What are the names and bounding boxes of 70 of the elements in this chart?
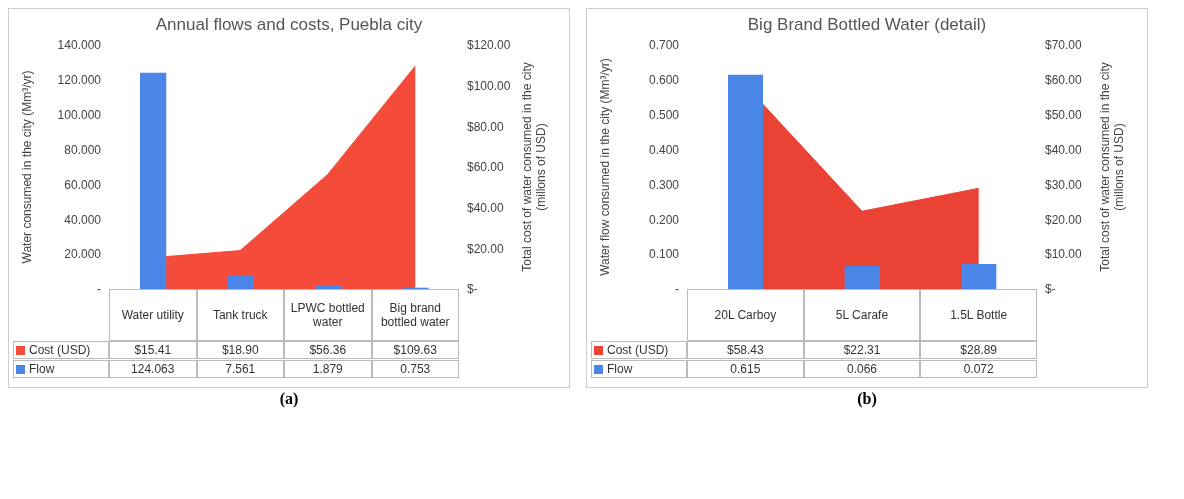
data-label: 7.561 bbox=[196, 360, 284, 378]
y2-tick-label: $120.00 bbox=[467, 38, 511, 53]
y-tick-label: 0.400 bbox=[648, 142, 680, 157]
y-tick-label: - bbox=[675, 282, 679, 297]
text: (b) bbox=[856, 390, 878, 408]
x-tick-label: 20L Carboy bbox=[687, 289, 804, 341]
y-tick-label: 0.500 bbox=[648, 107, 680, 122]
y-tick-label: 80.000 bbox=[64, 142, 102, 157]
data-label: $22.31 bbox=[803, 341, 921, 359]
data-label: $58.43 bbox=[687, 341, 804, 359]
y2-tick-label: $20.00 bbox=[467, 241, 505, 256]
y-tick-label: 0.300 bbox=[648, 177, 680, 192]
y-tick-label: - bbox=[97, 282, 101, 297]
data-label: $18.90 bbox=[196, 341, 284, 359]
bar bbox=[140, 72, 167, 289]
y-tick-label: 60.000 bbox=[64, 177, 102, 192]
y-tick-label: 40.000 bbox=[64, 212, 102, 227]
data-label: $28.89 bbox=[920, 341, 1037, 359]
y-tick-label: 140.000 bbox=[57, 38, 102, 53]
bar bbox=[728, 74, 763, 289]
y2-tick-label: $100.00 bbox=[467, 78, 511, 93]
x-tick-label: 5L Carafe bbox=[803, 289, 921, 341]
x-tick-label: Tank truck bbox=[196, 289, 284, 341]
x-tick-label: 1.5L Bottle bbox=[920, 289, 1037, 341]
y2-tick-label: $80.00 bbox=[467, 119, 505, 134]
bar bbox=[315, 285, 342, 289]
y-axis-title: Water consumed in the city (Mm³/yr) bbox=[20, 70, 34, 264]
y2-tick-label: $40.00 bbox=[467, 200, 505, 215]
data-label: 0.066 bbox=[803, 360, 921, 378]
y-tick-label: 0.100 bbox=[648, 247, 680, 262]
y2-axis-title: Total cost of water consumed in the city (millons of USD) bbox=[520, 62, 548, 272]
y2-tick-label: $20.00 bbox=[1045, 212, 1083, 227]
y-tick-label: 120.000 bbox=[57, 73, 102, 88]
x-tick-label: Water utility bbox=[109, 289, 197, 341]
y2-tick-label: $60.00 bbox=[1045, 73, 1083, 88]
y-tick-label: 0.700 bbox=[648, 38, 680, 53]
data-label: 0.615 bbox=[687, 360, 804, 378]
y2-axis-title: Total cost of water consumed in the city (millons of USD) bbox=[1098, 62, 1126, 272]
x-tick-label: LPWC bottled water bbox=[284, 289, 372, 341]
data-label: 124.063 bbox=[109, 360, 197, 378]
bar bbox=[844, 265, 880, 289]
legend-label: Flow bbox=[607, 362, 633, 376]
data-label: $56.36 bbox=[284, 341, 372, 359]
chart-title: Annual flows and costs, Puebla city bbox=[154, 14, 424, 36]
legend-label: Cost (USD) bbox=[29, 343, 91, 357]
chart-title: Big Brand Bottled Water (detail) bbox=[746, 14, 988, 36]
y2-tick-label: $60.00 bbox=[467, 160, 505, 175]
x-tick-label: Big brand bottled water bbox=[371, 289, 459, 341]
data-label: 0.072 bbox=[920, 360, 1037, 378]
y-axis-title: Water flow consumed in the city (Mm³/yr) bbox=[598, 58, 612, 276]
y2-tick-label: $- bbox=[1045, 282, 1056, 297]
text: (a) bbox=[278, 390, 300, 408]
y-tick-label: 0.200 bbox=[648, 212, 680, 227]
y2-tick-label: $- bbox=[467, 282, 478, 297]
data-label: 1.879 bbox=[284, 360, 372, 378]
y-tick-label: 0.600 bbox=[648, 73, 680, 88]
y-tick-label: 100.000 bbox=[57, 107, 102, 122]
y2-tick-label: $70.00 bbox=[1045, 38, 1083, 53]
legend-label: Flow bbox=[29, 362, 55, 376]
legend-label: Cost (USD) bbox=[607, 343, 669, 357]
bar bbox=[227, 275, 254, 289]
y2-tick-label: $30.00 bbox=[1045, 177, 1083, 192]
y2-tick-label: $50.00 bbox=[1045, 107, 1083, 122]
y-tick-label: 20.000 bbox=[64, 247, 102, 262]
y2-tick-label: $10.00 bbox=[1045, 247, 1083, 262]
bar bbox=[961, 263, 997, 289]
data-label: $109.63 bbox=[371, 341, 459, 359]
y2-tick-label: $40.00 bbox=[1045, 142, 1083, 157]
data-label: 0.753 bbox=[371, 360, 459, 378]
data-label: $15.41 bbox=[109, 341, 197, 359]
